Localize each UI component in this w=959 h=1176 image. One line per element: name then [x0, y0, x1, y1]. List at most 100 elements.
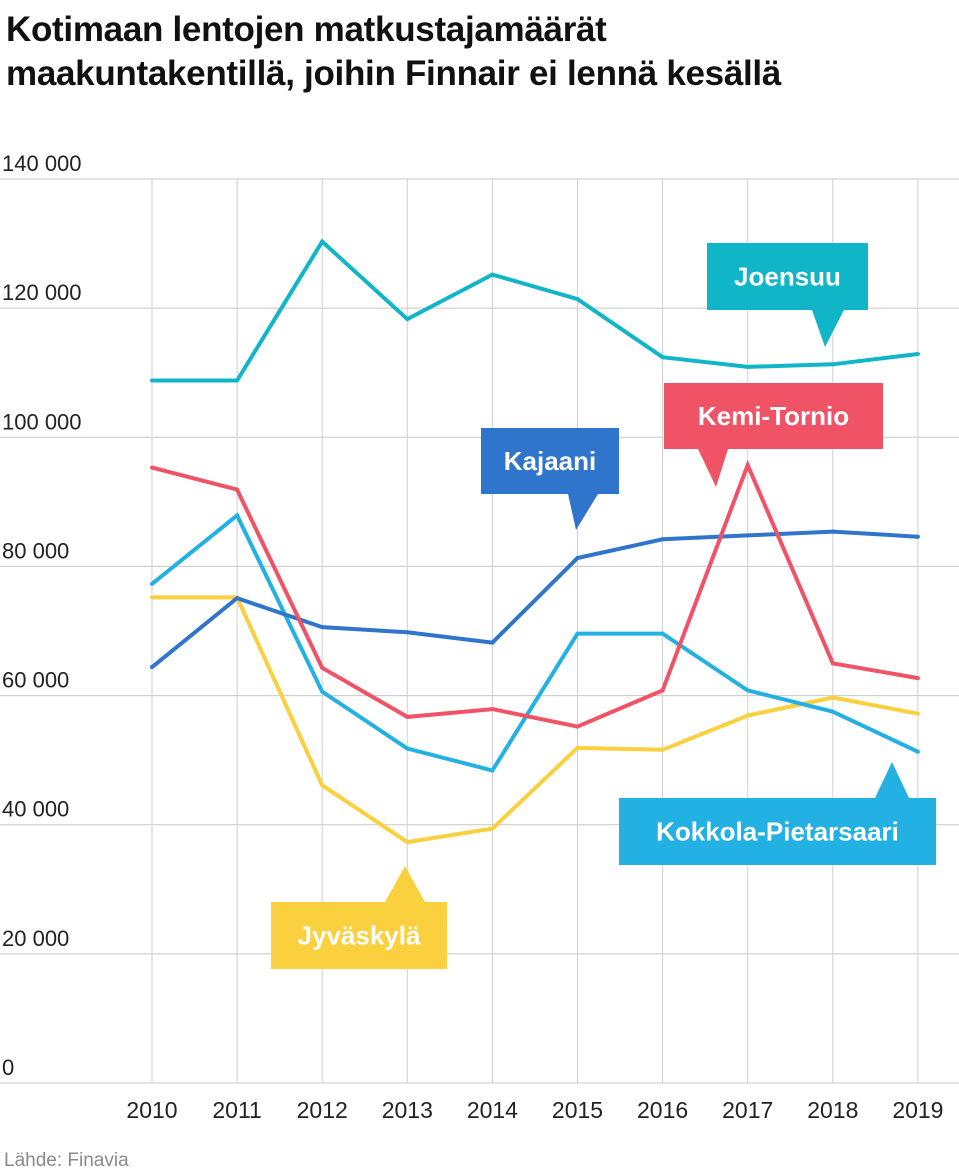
data-point-kajaani: [745, 533, 750, 538]
data-point-jyvaskyla: [575, 745, 580, 750]
data-point-kokkola-pietarsaari: [150, 581, 154, 586]
data-point-kajaani: [915, 534, 920, 539]
data-point-joensuu: [915, 351, 920, 356]
data-point-jyvaskyla: [830, 695, 835, 700]
callout-pointer: [812, 310, 844, 347]
data-point-kokkola-pietarsaari: [490, 768, 495, 773]
data-point-jyvaskyla: [745, 713, 750, 718]
data-point-kokkola-pietarsaari: [235, 513, 240, 518]
x-axis-ticks: 2010 2011 2012 2013 2014 2015 2016 2017 2018 2019: [126, 1097, 943, 1123]
y-axis-ticks: 0 20 000 40 000 60 000 80 000 100 000 120 000 1…: [2, 151, 82, 1080]
callout-pointer: [875, 762, 909, 798]
series-line-kemi-tornio: [151, 459, 919, 729]
chart-title-line-1: Kotimaan lentojen matkustajamäärät: [6, 10, 607, 49]
series-label-kajaani: Kajaani: [504, 446, 597, 476]
data-point-jyvaskyla: [320, 783, 325, 788]
x-tick-label: 2018: [807, 1097, 858, 1123]
data-point-kemi-tornio: [660, 688, 665, 693]
data-point-kemi-tornio: [405, 714, 410, 719]
callout-box: [271, 902, 447, 969]
data-point-kemi-tornio: [150, 465, 154, 470]
data-point-kemi-tornio: [490, 707, 495, 712]
x-tick-label: 2012: [297, 1097, 348, 1123]
data-point-kemi-tornio: [830, 661, 835, 666]
data-point-joensuu: [490, 272, 495, 277]
data-point-jyvaskyla: [405, 840, 410, 845]
callout-pointer: [385, 866, 425, 902]
data-point-joensuu: [660, 355, 665, 360]
y-tick-label: 140 000: [2, 151, 82, 176]
series-line-joensuu: [152, 238, 919, 383]
data-point-kokkola-pietarsaari: [745, 688, 750, 693]
data-point-kajaani: [320, 625, 325, 630]
data-point-joensuu: [235, 378, 240, 383]
data-point-joensuu: [405, 317, 410, 322]
data-point-kajaani: [405, 630, 410, 635]
series-label-joensuu: Joensuu: [734, 262, 841, 292]
data-point-kokkola-pietarsaari: [320, 689, 325, 694]
data-point-kokkola-pietarsaari: [830, 709, 835, 714]
callout-kemi-tornio: Kemi-Tornio: [664, 383, 883, 487]
y-tick-label: 60 000: [2, 668, 69, 693]
series-label-kokkola-pietarsaari: Kokkola-Pietarsaari: [656, 817, 899, 847]
chart-title-line-2: maakuntakentillä, joihin Finnair ei lenn…: [6, 54, 782, 93]
y-tick-label: 100 000: [2, 409, 82, 434]
callout-kajaani: Kajaani: [481, 428, 619, 530]
callout-box: [707, 243, 868, 310]
callout-pointer: [568, 494, 598, 530]
source-note: Lähde: Finavia: [4, 1150, 129, 1171]
callout-pointer: [698, 449, 728, 487]
y-tick-label: 80 000: [2, 538, 69, 563]
series-label-jyvaskyla: Jyväskylä: [298, 921, 421, 951]
y-tick-label: 40 000: [2, 797, 69, 822]
data-point-kajaani: [830, 529, 835, 534]
callout-kokkola-pietarsaari: Kokkola-Pietarsaari: [619, 762, 936, 865]
data-point-joensuu: [150, 378, 154, 383]
data-point-kokkola-pietarsaari: [915, 749, 920, 754]
x-tick-label: 2014: [467, 1097, 518, 1123]
series-line-kajaani: [150, 529, 919, 669]
series-lines: [150, 238, 920, 845]
line-chart: 0 20 000 40 000 60 000 80 000 100 000 120 000 1…: [0, 151, 959, 1123]
y-tick-label: 20 000: [2, 926, 69, 951]
data-point-kokkola-pietarsaari: [660, 631, 665, 636]
x-tick-label: 2010: [126, 1097, 177, 1123]
data-point-kokkola-pietarsaari: [575, 631, 580, 636]
series-callouts: Joensuu Kemi-Tornio Kajaani Kokkola-Pietars…: [271, 243, 936, 969]
y-tick-label: 120 000: [2, 280, 82, 305]
data-point-joensuu: [745, 364, 750, 369]
data-point-kemi-tornio: [745, 463, 750, 468]
callout-joensuu: Joensuu: [707, 243, 868, 347]
chart-title: Kotimaan lentojen matkustajamäärät maaku…: [6, 8, 946, 96]
x-tick-label: 2017: [722, 1097, 773, 1123]
x-tick-label: 2013: [382, 1097, 433, 1123]
data-point-jyvaskyla: [660, 747, 665, 752]
x-tick-label: 2011: [212, 1097, 261, 1123]
data-point-kajaani: [575, 556, 580, 561]
data-point-kemi-tornio: [915, 676, 920, 681]
data-point-kajaani: [235, 596, 240, 601]
series-line-jyvaskyla: [152, 595, 919, 845]
data-point-kokkola-pietarsaari: [405, 746, 410, 751]
data-point-kajaani: [490, 640, 495, 645]
data-point-joensuu: [320, 239, 325, 244]
data-point-kajaani: [150, 665, 154, 670]
data-point-kemi-tornio: [320, 665, 325, 670]
data-point-kajaani: [660, 537, 665, 542]
data-point-jyvaskyla: [915, 711, 920, 716]
data-point-kemi-tornio: [235, 487, 240, 492]
series-line-kokkola-pietarsaari: [150, 512, 919, 773]
data-point-joensuu: [575, 297, 580, 302]
data-point-kemi-tornio: [575, 724, 580, 729]
x-tick-label: 2016: [637, 1097, 688, 1123]
data-point-jyvaskyla: [490, 826, 495, 831]
y-tick-label: 0: [2, 1055, 14, 1080]
data-point-joensuu: [830, 362, 835, 367]
callout-box: [664, 383, 883, 449]
series-label-kemi-tornio: Kemi-Tornio: [698, 401, 849, 431]
data-point-jyvaskyla: [150, 595, 154, 600]
x-tick-label: 2019: [892, 1097, 943, 1123]
callout-box: [619, 798, 936, 865]
x-tick-label: 2015: [552, 1097, 603, 1123]
callout-jyvaskyla: Jyväskylä: [271, 866, 447, 969]
